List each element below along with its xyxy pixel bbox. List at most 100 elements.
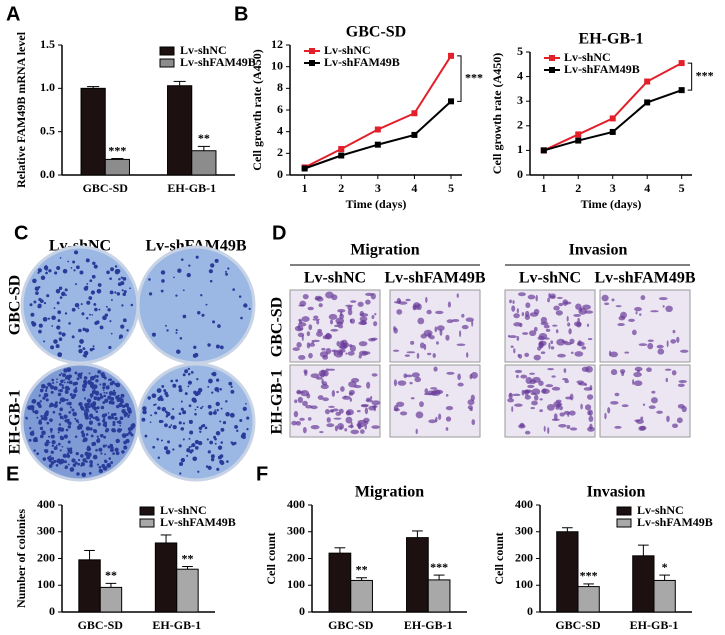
colony — [182, 314, 187, 319]
x-tick-label: 2 — [338, 181, 344, 195]
colony — [86, 398, 92, 404]
colony — [170, 424, 173, 427]
y-tick-label: 300 — [287, 524, 305, 538]
cell — [647, 339, 654, 342]
cell — [403, 373, 408, 379]
colony — [196, 378, 199, 381]
colony — [150, 414, 152, 417]
colony — [181, 258, 184, 261]
cell — [436, 325, 445, 331]
colony — [79, 339, 84, 344]
colony — [148, 278, 151, 281]
bar — [176, 568, 199, 613]
cell — [435, 416, 438, 423]
cell — [340, 386, 345, 392]
cell — [551, 386, 561, 391]
colony — [104, 413, 108, 417]
cell — [665, 377, 668, 383]
cell — [300, 390, 310, 397]
colony — [110, 461, 114, 465]
colony — [225, 411, 230, 417]
colony — [207, 450, 211, 454]
colony — [58, 401, 62, 404]
legend-swatch — [159, 46, 175, 56]
cell — [469, 373, 473, 380]
colony — [115, 451, 120, 456]
colony — [87, 410, 90, 413]
colony — [121, 404, 126, 408]
colony — [92, 347, 95, 351]
colony — [43, 392, 49, 398]
colony — [99, 383, 102, 386]
cell — [624, 351, 630, 354]
cell — [345, 352, 348, 355]
cell — [631, 329, 637, 336]
colony — [69, 406, 72, 409]
colony — [202, 423, 206, 427]
cell — [393, 408, 400, 412]
x-tick-label: GBC-SD — [83, 181, 129, 195]
colony — [207, 465, 212, 470]
cell — [533, 354, 541, 361]
y-tick-label: 4 — [277, 123, 283, 137]
colony — [92, 454, 98, 460]
colony — [121, 433, 127, 438]
cell — [671, 370, 677, 376]
colony — [165, 414, 169, 418]
legend-label: Lv-shFAM49B — [637, 515, 713, 529]
colony — [67, 401, 72, 406]
colony — [90, 402, 95, 408]
colony — [89, 313, 91, 316]
cell — [677, 383, 685, 388]
cell — [510, 345, 514, 348]
colony — [68, 380, 73, 385]
colony — [225, 400, 228, 403]
cell — [527, 384, 535, 389]
cell — [310, 425, 320, 430]
cell — [447, 301, 452, 308]
colony — [211, 391, 214, 394]
marker — [448, 98, 455, 105]
cell — [540, 351, 546, 354]
cell — [540, 316, 548, 324]
colony — [67, 448, 73, 453]
colony — [220, 441, 224, 444]
colony — [226, 460, 229, 463]
cell — [607, 407, 611, 414]
cell — [351, 377, 360, 383]
cell — [558, 302, 564, 307]
colony — [83, 350, 89, 356]
colony — [91, 442, 94, 445]
cell — [321, 347, 326, 351]
colony — [66, 454, 71, 458]
colony — [242, 435, 246, 440]
colony — [119, 428, 123, 431]
colony — [44, 449, 49, 454]
colony — [73, 388, 78, 394]
colony — [188, 419, 193, 425]
colony — [186, 272, 191, 278]
colony — [25, 416, 28, 420]
cell — [457, 373, 461, 381]
cell — [425, 296, 428, 303]
cell — [346, 409, 354, 416]
cell — [657, 348, 665, 355]
colony — [178, 385, 182, 389]
cell — [650, 397, 658, 404]
row-label: GBC-SD — [7, 275, 24, 335]
colony — [193, 390, 197, 395]
colony — [156, 438, 160, 441]
colony — [72, 382, 77, 386]
cell — [317, 395, 324, 401]
cell — [330, 328, 339, 332]
colony — [208, 269, 213, 274]
cell — [471, 320, 474, 327]
colony — [228, 381, 233, 386]
colony — [205, 303, 208, 306]
cell — [328, 313, 338, 320]
colony — [53, 447, 57, 450]
colony — [103, 391, 106, 394]
colony — [103, 394, 107, 398]
colony — [170, 379, 174, 383]
x-tick-label: EH-GB-1 — [167, 181, 216, 195]
